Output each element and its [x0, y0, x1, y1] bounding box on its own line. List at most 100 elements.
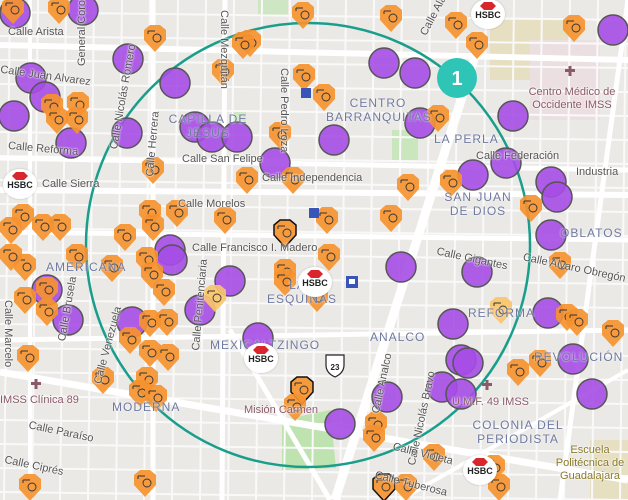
neighborhood-label: CAPILLA DE JESÚS: [168, 112, 248, 140]
hsbc-bank-icon[interactable]: HSBC: [463, 455, 497, 485]
money-bag-gun-icon[interactable]: [114, 224, 136, 251]
purple-marker[interactable]: [461, 256, 493, 288]
purple-marker[interactable]: [159, 67, 191, 99]
money-bag-gun-icon[interactable]: [48, 0, 70, 24]
money-bag-gun-icon[interactable]: [14, 287, 36, 314]
purple-marker[interactable]: [221, 121, 253, 153]
group-people-icon[interactable]: [204, 285, 226, 312]
money-bag-gun-icon[interactable]: [423, 444, 445, 471]
money-bag-gun-icon[interactable]: [153, 279, 175, 306]
purple-marker[interactable]: [541, 181, 573, 213]
money-bag-gun-icon[interactable]: [19, 474, 41, 500]
money-bag-gun-icon[interactable]: [92, 367, 114, 394]
purple-marker[interactable]: [557, 343, 589, 375]
hsbc-bank-icon[interactable]: HSBC: [471, 0, 505, 29]
money-bag-gun-icon[interactable]: [36, 299, 58, 326]
purple-marker[interactable]: [259, 147, 291, 179]
money-bag-gun-icon[interactable]: [274, 269, 296, 296]
money-bag-gun-icon[interactable]: [144, 25, 166, 52]
money-bag-gun-icon[interactable]: [142, 214, 164, 241]
money-bag-gun-icon[interactable]: [566, 309, 588, 336]
money-bag-gun-icon[interactable]: [212, 59, 234, 86]
purple-marker[interactable]: [576, 378, 608, 410]
money-bag-gun-icon[interactable]: [549, 252, 571, 279]
money-bag-gun-icon[interactable]: [445, 12, 467, 39]
money-bag-gun-icon[interactable]: [427, 105, 449, 132]
money-bag-gun-icon[interactable]: [397, 174, 419, 201]
purple-marker[interactable]: [399, 57, 431, 89]
group-people-icon[interactable]: [490, 297, 512, 324]
money-bag-gun-icon[interactable]: [66, 107, 88, 134]
hsbc-bank-icon[interactable]: HSBC: [244, 343, 278, 373]
money-bag-gun-icon[interactable]: [134, 470, 156, 497]
money-bag-gun-icon[interactable]: [529, 350, 551, 377]
money-bag-gun-icon[interactable]: [520, 195, 542, 222]
money-bag-gun-icon[interactable]: [292, 2, 314, 29]
money-bag-gun-icon[interactable]: [507, 359, 529, 386]
cluster-badge[interactable]: 1: [437, 58, 477, 98]
money-bag-gun-icon[interactable]: [380, 205, 402, 232]
money-bag-gun-icon[interactable]: [380, 5, 402, 32]
money-bag-gun-icon[interactable]: [142, 157, 164, 184]
money-bag-gun-icon[interactable]: [563, 15, 585, 42]
money-bag-gun-icon[interactable]: [372, 473, 396, 500]
money-bag-gun-icon[interactable]: [316, 207, 338, 234]
purple-marker[interactable]: [497, 100, 529, 132]
purple-marker[interactable]: [318, 124, 350, 156]
money-bag-gun-icon[interactable]: [2, 0, 24, 24]
purple-marker[interactable]: [385, 251, 417, 283]
money-bag-gun-icon[interactable]: [232, 32, 254, 59]
money-bag-gun-icon[interactable]: [139, 340, 161, 367]
money-bag-gun-icon[interactable]: [66, 244, 88, 271]
money-bag-gun-icon[interactable]: [282, 167, 304, 194]
poi-label: Escuela Politécnica de Guadalajara: [555, 444, 625, 482]
purple-marker[interactable]: [324, 408, 356, 440]
money-bag-gun-icon[interactable]: [46, 107, 68, 134]
purple-marker[interactable]: [597, 14, 628, 46]
money-bag-gun-icon[interactable]: [440, 170, 462, 197]
purple-marker[interactable]: [445, 378, 477, 410]
hsbc-bank-icon[interactable]: HSBC: [3, 169, 37, 199]
money-bag-gun-icon[interactable]: [318, 244, 340, 271]
money-bag-gun-icon[interactable]: [466, 32, 488, 59]
money-bag-gun-icon[interactable]: [269, 122, 291, 149]
purple-marker[interactable]: [111, 117, 143, 149]
purple-marker[interactable]: [0, 100, 30, 132]
purple-marker[interactable]: [368, 47, 400, 79]
money-bag-gun-icon[interactable]: [101, 255, 123, 282]
money-bag-gun-icon[interactable]: [49, 214, 71, 241]
money-bag-gun-icon[interactable]: [0, 244, 22, 271]
purple-marker[interactable]: [371, 381, 403, 413]
purple-marker[interactable]: [112, 43, 144, 75]
money-bag-gun-icon[interactable]: [214, 207, 236, 234]
neighborhood-label: LA PERLA: [434, 132, 499, 146]
money-bag-gun-icon[interactable]: [166, 200, 188, 227]
purple-marker[interactable]: [535, 219, 567, 251]
purple-marker[interactable]: [452, 347, 484, 379]
money-bag-gun-icon[interactable]: [293, 64, 315, 91]
money-bag-gun-icon[interactable]: [395, 474, 417, 500]
money-bag-gun-icon[interactable]: [236, 167, 258, 194]
purple-marker[interactable]: [55, 127, 87, 159]
money-bag-gun-icon[interactable]: [119, 327, 141, 354]
money-bag-gun-icon[interactable]: [156, 309, 178, 336]
money-bag-gun-icon[interactable]: [313, 84, 335, 111]
money-bag-gun-icon[interactable]: [0, 217, 22, 244]
money-bag-gun-icon[interactable]: [284, 394, 306, 421]
hsbc-bank-icon[interactable]: HSBC: [298, 267, 332, 297]
purple-marker[interactable]: [52, 304, 84, 336]
money-bag-gun-icon[interactable]: [602, 320, 624, 347]
money-bag-gun-icon[interactable]: [32, 214, 54, 241]
purple-marker[interactable]: [490, 147, 522, 179]
purple-marker[interactable]: [437, 308, 469, 340]
money-bag-gun-icon[interactable]: [36, 277, 58, 304]
money-bag-gun-icon[interactable]: [145, 385, 167, 412]
money-bag-gun-icon[interactable]: [17, 345, 39, 372]
street-label: Calle Federación: [476, 150, 560, 162]
street-label: Calle Marcelo: [2, 300, 14, 368]
money-bag-gun-icon[interactable]: [157, 344, 179, 371]
purple-marker[interactable]: [457, 159, 489, 191]
money-bag-gun-icon[interactable]: [273, 219, 297, 249]
money-bag-gun-icon[interactable]: [363, 425, 385, 452]
